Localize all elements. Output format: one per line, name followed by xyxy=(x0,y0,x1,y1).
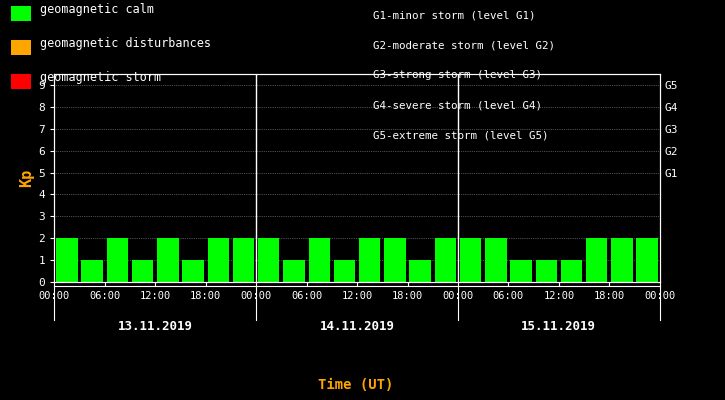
Bar xyxy=(183,260,204,282)
Text: 14.11.2019: 14.11.2019 xyxy=(320,320,394,333)
Text: G1-minor storm (level G1): G1-minor storm (level G1) xyxy=(373,10,536,20)
Bar xyxy=(536,260,557,282)
Text: Time (UT): Time (UT) xyxy=(318,378,393,392)
Text: geomagnetic storm: geomagnetic storm xyxy=(40,72,161,84)
Text: G5-extreme storm (level G5): G5-extreme storm (level G5) xyxy=(373,130,549,140)
Bar xyxy=(384,238,405,282)
Bar xyxy=(233,238,254,282)
Bar xyxy=(637,238,658,282)
Bar xyxy=(258,238,280,282)
Text: geomagnetic calm: geomagnetic calm xyxy=(40,4,154,16)
Bar xyxy=(611,238,633,282)
Bar xyxy=(359,238,381,282)
Y-axis label: Kp: Kp xyxy=(20,169,34,187)
Bar xyxy=(309,238,330,282)
Bar xyxy=(485,238,507,282)
Bar xyxy=(334,260,355,282)
Text: geomagnetic disturbances: geomagnetic disturbances xyxy=(40,38,211,50)
Text: 13.11.2019: 13.11.2019 xyxy=(117,320,193,333)
Text: 15.11.2019: 15.11.2019 xyxy=(521,320,597,333)
Bar xyxy=(81,260,103,282)
Bar xyxy=(560,260,582,282)
Bar xyxy=(283,260,304,282)
Bar xyxy=(434,238,456,282)
Bar xyxy=(510,260,531,282)
Text: G3-strong storm (level G3): G3-strong storm (level G3) xyxy=(373,70,542,80)
Bar xyxy=(207,238,229,282)
Bar xyxy=(586,238,608,282)
Bar xyxy=(410,260,431,282)
Bar xyxy=(57,238,78,282)
Bar xyxy=(460,238,481,282)
Bar xyxy=(157,238,178,282)
Bar xyxy=(132,260,154,282)
Text: G2-moderate storm (level G2): G2-moderate storm (level G2) xyxy=(373,40,555,50)
Bar xyxy=(107,238,128,282)
Text: G4-severe storm (level G4): G4-severe storm (level G4) xyxy=(373,100,542,110)
